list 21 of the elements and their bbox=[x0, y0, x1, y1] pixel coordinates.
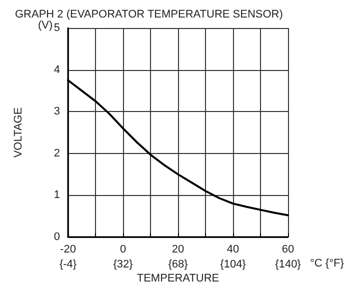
y-tick-label: 1 bbox=[54, 189, 60, 202]
x-tick-label: -20 bbox=[60, 244, 76, 256]
x2-tick-label: {-4} bbox=[59, 258, 77, 270]
x2-tick-label: {32} bbox=[113, 258, 134, 270]
x-tick-label: 40 bbox=[226, 244, 240, 256]
chart-title: GRAPH 2 (EVAPORATOR TEMPERATURE SENSOR) bbox=[15, 8, 283, 20]
y-tick-label: 5 bbox=[54, 22, 60, 34]
x-tick-label: 60 bbox=[282, 244, 294, 256]
y-tick-label: 4 bbox=[54, 64, 60, 76]
x2-tick-label: {104} bbox=[220, 258, 246, 270]
y-axis-title: VOLTAGE bbox=[12, 107, 24, 158]
text: (V) bbox=[38, 20, 53, 32]
x2-tick-label: {68} bbox=[168, 258, 188, 270]
x-axis-title: TEMPERATURE bbox=[136, 272, 220, 284]
x-tick-label: 0 bbox=[120, 244, 126, 256]
y-tick-label: 2 bbox=[54, 147, 60, 160]
x-tick-label: 20 bbox=[172, 244, 184, 256]
text: °C {°F} bbox=[310, 258, 344, 270]
y-tick-label: 0 bbox=[54, 231, 60, 243]
x2-tick-label: {140} bbox=[275, 258, 302, 270]
y-tick-label: 3 bbox=[54, 106, 60, 118]
